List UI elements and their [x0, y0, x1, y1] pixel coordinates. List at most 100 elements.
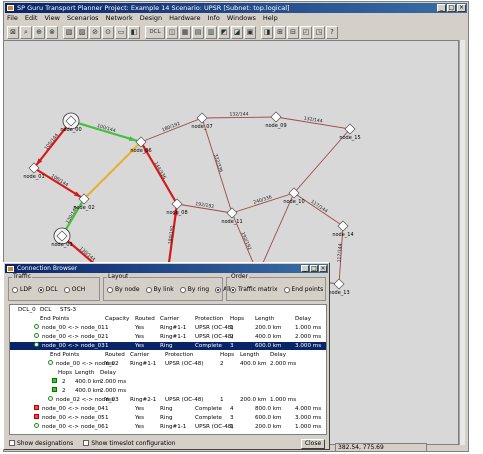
show-designations-checkbox[interactable]: Show designations — [9, 440, 73, 447]
toolbar-button-0[interactable]: ⊠ — [7, 26, 19, 39]
menu-info[interactable]: Info — [207, 14, 220, 22]
link-node_09-node_15[interactable] — [275, 116, 351, 130]
network-node-node_15[interactable]: node_15 — [339, 123, 361, 141]
link-node_10-node_14[interactable] — [293, 192, 344, 227]
browser-maximize-button[interactable]: □ — [310, 265, 318, 272]
cell: Complete — [195, 415, 222, 421]
toolbar-button-3[interactable]: ⊗ — [46, 26, 58, 39]
radio-by-ring[interactable]: By ring — [179, 286, 209, 293]
toolbar-button-8[interactable]: ▭ — [115, 26, 127, 39]
main-title-bar[interactable]: SP Guru Transport Planner Project: Examp… — [5, 3, 467, 13]
radio-by-link[interactable]: By link — [145, 286, 174, 293]
toolbar-button-17[interactable]: ▣ — [244, 26, 256, 39]
cell: 2.000 ms — [270, 361, 297, 367]
radio-traffic-matrix[interactable]: Traffic matrix — [230, 286, 278, 293]
browser-close-x-button[interactable]: × — [319, 265, 327, 272]
network-node-node_01[interactable]: node_01 — [23, 162, 45, 180]
show-timeslot-checkbox[interactable]: Show timeslot configuration — [83, 440, 175, 447]
minimize-button[interactable]: _ — [437, 4, 446, 12]
hop-row[interactable]: 2 400.0 km 2.000 ms — [10, 387, 326, 395]
node-icon — [270, 111, 282, 123]
toolbar-button-21[interactable]: ◰ — [300, 26, 312, 39]
network-node-node_06[interactable]: node_06 — [130, 136, 152, 154]
network-node-node_02[interactable]: node_02 — [73, 193, 95, 211]
menu-file[interactable]: File — [7, 14, 18, 22]
toolbar-button-14[interactable]: ▥ — [205, 26, 217, 39]
radio-by-node[interactable]: By node — [107, 286, 140, 293]
connection-row[interactable]: node_00 <-> node_04 1 Yes Ring Complete 4 800.… — [10, 405, 326, 413]
link-node_02-node_06[interactable] — [83, 141, 142, 200]
toolbar-button-6[interactable]: ⊘ — [89, 26, 101, 39]
menu-network[interactable]: Network — [105, 14, 133, 22]
radio-ldp[interactable]: LDP — [12, 286, 32, 293]
network-node-node_03[interactable]: node_03 — [51, 227, 73, 248]
radio-och[interactable]: OCH — [63, 286, 85, 293]
link-node_10-node_12[interactable] — [257, 192, 295, 275]
toolbar-button-1[interactable]: ⌕ — [20, 26, 32, 39]
tree-root-dcl[interactable]: DCL_0 DCL STS-3 — [10, 306, 326, 314]
connection-row[interactable]: node_00 <-> node_06 1 Yes Ring#1-1 UPSR (OC-… — [10, 423, 326, 431]
link-node_08-node_06[interactable] — [140, 141, 178, 205]
network-node-node_08[interactable]: node_08 — [166, 198, 188, 216]
radio-end-points[interactable]: End points — [283, 286, 323, 293]
toolbar-button-4[interactable]: ▧ — [63, 26, 75, 39]
network-node-node_00[interactable]: node_00 — [60, 112, 82, 133]
toolbar-button-5[interactable]: ▨ — [76, 26, 88, 39]
sub-connection-row[interactable]: node_00 <-> node_02 Yes Ring#1-1 UPSR (OC-4… — [10, 360, 326, 368]
radio-dcl[interactable]: DCL — [37, 286, 58, 293]
network-node-node_07[interactable]: node_07 — [191, 112, 213, 130]
link-label: 332/336 — [212, 153, 223, 173]
menu-windows[interactable]: Windows — [226, 14, 256, 22]
link-node_08-node_11[interactable] — [176, 203, 233, 214]
browser-title-bar[interactable]: Connection Browser _ □ × — [5, 264, 328, 273]
menu-scenarios[interactable]: Scenarios — [66, 14, 99, 22]
network-node-node_13[interactable]: node_13 — [328, 278, 350, 296]
maximize-button[interactable]: □ — [447, 4, 456, 12]
connection-row[interactable]: node_00 <-> node_05 1 Yes Ring Complete 3 600.… — [10, 414, 326, 422]
toolbar-button-16[interactable]: ◪ — [231, 26, 243, 39]
hop-row[interactable]: 2 400.0 km 2.000 ms — [10, 378, 326, 386]
network-node-node_09[interactable]: node_09 — [265, 111, 287, 129]
connection-tree[interactable]: DCL_0 DCL STS-3 End Points Capacity Routed Car… — [9, 304, 327, 435]
link-node_14-node_13[interactable] — [338, 225, 344, 285]
browser-minimize-button[interactable]: _ — [301, 265, 309, 272]
connection-row[interactable]: node_00 <-> node_01 1 Yes Ring#1-1 UPSR (OC-… — [10, 324, 326, 332]
toolbar-button-2[interactable]: ⊕ — [33, 26, 45, 39]
close-button[interactable]: Close — [301, 439, 325, 449]
link-node_00-node_06[interactable] — [70, 119, 142, 144]
toolbar-button-20[interactable]: ⊟ — [287, 26, 299, 39]
canvas-scrollbar[interactable] — [459, 40, 465, 445]
toolbar-button-18[interactable]: ◨ — [261, 26, 273, 39]
toolbar-button-12[interactable]: ▦ — [179, 26, 191, 39]
menu-help[interactable]: Help — [262, 14, 278, 22]
link-node_07-node_09[interactable] — [201, 116, 277, 119]
cell: 400.0 km — [240, 361, 267, 367]
window-title: SP Guru Transport Planner Project: Examp… — [17, 4, 290, 12]
toolbar-button-22[interactable]: ◳ — [313, 26, 325, 39]
network-node-node_11[interactable]: node_11 — [221, 207, 243, 225]
toolbar-button-10[interactable]: DCL — [145, 26, 165, 39]
menu-hardware[interactable]: Hardware — [169, 14, 201, 22]
link-node_07-node_11[interactable] — [201, 117, 233, 214]
browser-icon — [7, 266, 14, 272]
toolbar-button-11[interactable]: ◫ — [166, 26, 178, 39]
toolbar-button-7[interactable]: ⊙ — [102, 26, 114, 39]
node-icon — [337, 220, 349, 232]
link-node_10-node_11[interactable] — [231, 192, 295, 214]
connection-row[interactable]: node_00 <-> node_02 1 Yes Ring#1-1 UPSR (OC-… — [10, 333, 326, 341]
menu-design[interactable]: Design — [139, 14, 163, 22]
close-window-button[interactable]: × — [457, 4, 466, 12]
network-node-node_14[interactable]: node_14 — [332, 220, 354, 238]
toolbar-button-13[interactable]: ▤ — [192, 26, 204, 39]
toolbar-button-19[interactable]: ⊞ — [274, 26, 286, 39]
menu-view[interactable]: View — [44, 14, 60, 22]
toolbar-button-23[interactable]: ? — [326, 26, 338, 39]
toolbar-button-9[interactable]: ◧ — [128, 26, 140, 39]
toolbar-button-15[interactable]: ◩ — [218, 26, 230, 39]
connection-row[interactable]: node_00 <-> node_03 1 Yes Ring Complete 3 600.… — [10, 342, 326, 350]
link-node_06-node_07[interactable] — [140, 117, 203, 143]
sub-connection-row[interactable]: node_02 <-> node_03 Yes Ring#2-1 UPSR (OC-4… — [10, 396, 326, 404]
menu-edit[interactable]: Edit — [24, 14, 38, 22]
link-node_15-node_10[interactable] — [293, 128, 351, 194]
network-node-node_10[interactable]: node_10 — [283, 187, 305, 205]
